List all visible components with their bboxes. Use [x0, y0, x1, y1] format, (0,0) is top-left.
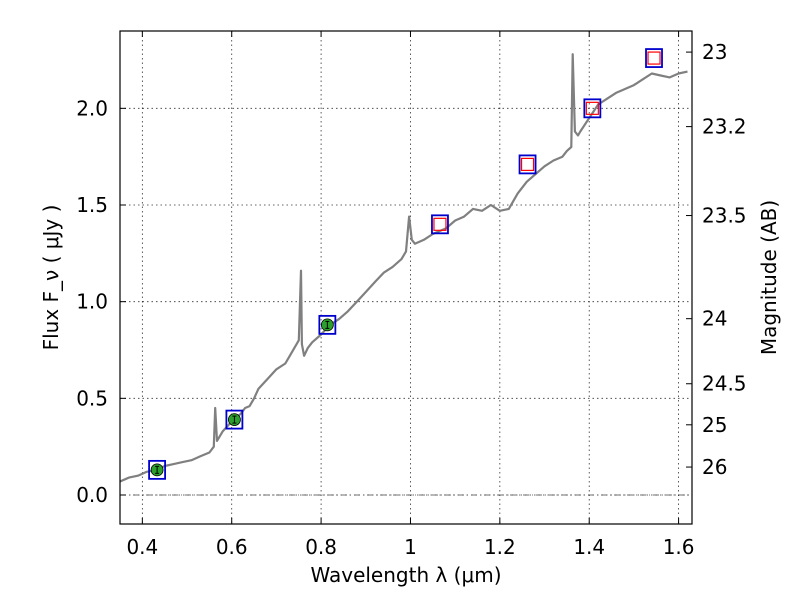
spectrum-line — [119, 53, 688, 483]
photometry-square-6 — [645, 48, 663, 68]
y-tick-label-0: 0.0 — [76, 483, 108, 507]
right-tick-label-0: 23 — [702, 40, 727, 64]
grid-lines — [120, 31, 692, 524]
photometry-square-2 — [318, 314, 337, 335]
x-tick-label-0: 0.4 — [126, 535, 158, 559]
photometry-square-5 — [583, 98, 602, 119]
y-tick-label-2: 1.0 — [76, 290, 108, 314]
x-tick-label-5: 1.4 — [573, 535, 605, 559]
x-tick-label-3: 1 — [404, 535, 417, 559]
photometry-square-0 — [148, 459, 166, 480]
y-tick-labels: 0.0 0.5 1.0 1.5 2.0 — [76, 96, 108, 507]
right-tick-label-4: 24.5 — [702, 372, 747, 396]
x-axis-label: Wavelength λ (μm) — [310, 563, 501, 587]
x-tick-labels: 0.4 0.6 0.8 1 1.2 1.4 1.6 — [126, 535, 694, 559]
x-tick-label-1: 0.6 — [216, 535, 248, 559]
y-tick-label-3: 1.5 — [76, 193, 108, 217]
model-point-5 — [585, 101, 599, 115]
right-tick-label-5: 25 — [702, 413, 727, 437]
right-axis-label: Magnitude (AB) — [757, 200, 781, 355]
photometry-markers — [148, 48, 663, 480]
right-tick-label-3: 24 — [702, 307, 727, 331]
x-tick-label-4: 1.2 — [484, 535, 516, 559]
x-tick-label-2: 0.8 — [305, 535, 337, 559]
model-point-4 — [520, 157, 535, 171]
spectrum-series — [119, 53, 688, 483]
photometry-square-1 — [225, 409, 244, 430]
right-tick-labels: 23 23.2 23.5 24 24.5 25 26 — [702, 40, 747, 479]
right-tick-label-6: 26 — [702, 455, 727, 479]
right-tick-label-1: 23.2 — [702, 115, 747, 139]
x-tick-label-6: 1.6 — [663, 535, 695, 559]
model-point-6 — [647, 51, 661, 65]
y-axis-label: Flux F_ν ( μJy ) — [39, 205, 63, 351]
axis-ticks — [120, 31, 692, 524]
photometry-square-4 — [518, 154, 537, 175]
y-tick-label-4: 2.0 — [76, 96, 108, 120]
photometry-square-3 — [431, 214, 449, 235]
right-tick-label-2: 23.5 — [702, 204, 747, 228]
model-point-3 — [433, 217, 447, 231]
y-tick-label-1: 0.5 — [76, 386, 108, 410]
plot-frame — [119, 30, 693, 525]
